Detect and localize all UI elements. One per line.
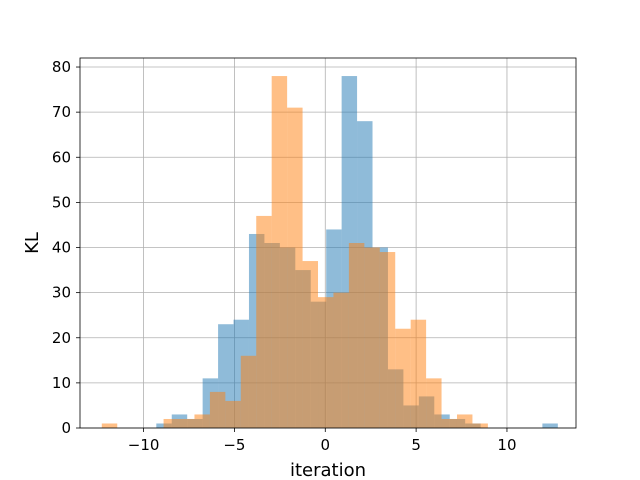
histogram-bar [302, 261, 319, 428]
plot-frame [79, 57, 577, 429]
x-tick-label: 0 [321, 436, 331, 454]
histogram-bar [379, 252, 396, 428]
histogram-bar [318, 297, 334, 428]
histogram-bar [271, 76, 288, 429]
histogram-bar [209, 391, 226, 428]
histogram-bar [225, 400, 241, 428]
y-axis-ticks: 0 10 20 30 40 50 60 70 80 [52, 58, 80, 437]
x-tick-label: −5 [223, 436, 245, 454]
histogram-bars [101, 76, 558, 429]
x-axis-ticks: −10 −5 0 5 10 [128, 428, 517, 454]
histogram-bar [472, 423, 488, 428]
y-tick-label: 80 [52, 58, 71, 76]
histogram-bar [287, 107, 303, 428]
histogram-bar [410, 319, 427, 428]
x-axis-label: iteration [290, 460, 366, 480]
histogram-bar [179, 418, 195, 428]
histogram-bar [441, 418, 457, 428]
histogram-bar [348, 243, 365, 428]
histogram-bar [101, 423, 118, 428]
histogram-bar [240, 355, 257, 428]
y-tick-label: 70 [52, 103, 71, 121]
y-tick-label: 30 [52, 284, 71, 302]
y-tick-label: 20 [52, 329, 71, 347]
y-tick-label: 10 [52, 374, 71, 392]
histogram-bar [333, 292, 349, 428]
x-tick-label: 5 [411, 436, 421, 454]
y-tick-label: 60 [52, 148, 71, 166]
histogram-series-2 [101, 76, 488, 429]
y-axis-label: KL [22, 232, 43, 254]
histogram-bar [194, 414, 210, 428]
histogram-bar [163, 418, 180, 428]
y-tick-label: 40 [52, 239, 71, 257]
histogram-bar [542, 423, 558, 428]
histogram-bar [426, 378, 442, 428]
y-tick-label: 0 [61, 419, 71, 437]
x-tick-label: −10 [128, 436, 160, 454]
histogram-bar [364, 247, 380, 428]
histogram-bar [395, 328, 411, 428]
histogram-bar [256, 215, 272, 428]
histogram-bar [456, 414, 473, 428]
y-tick-label: 50 [52, 193, 71, 211]
x-tick-label: 10 [497, 436, 516, 454]
